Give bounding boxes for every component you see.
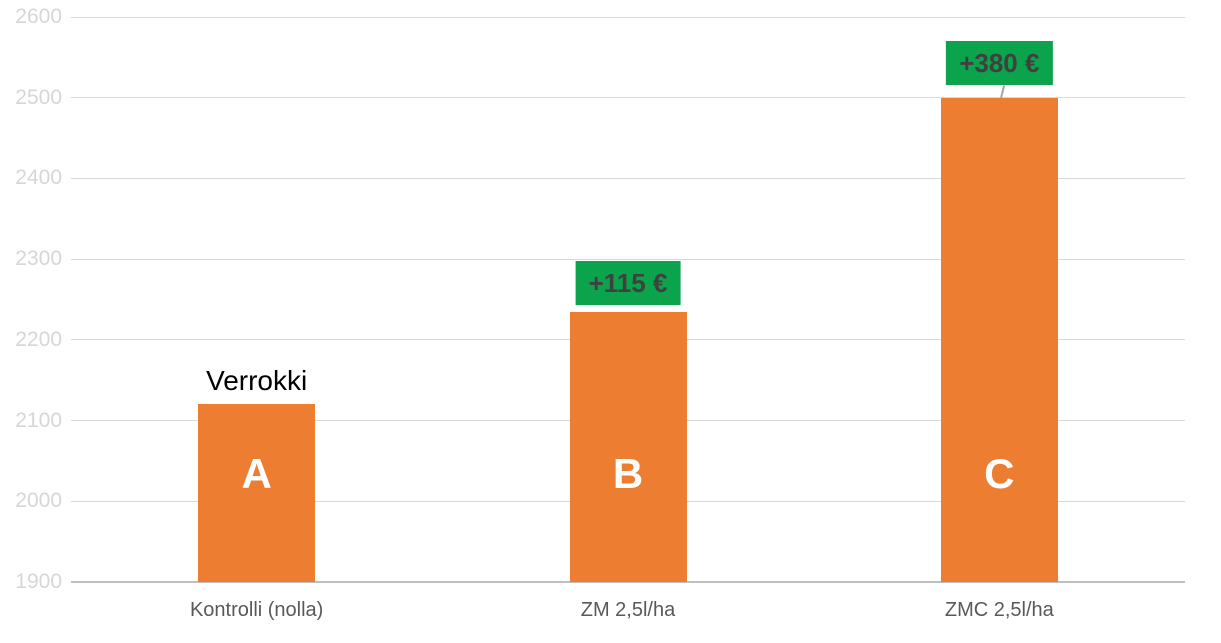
annotation-text: Verrokki <box>206 365 308 397</box>
gridline <box>71 177 1185 179</box>
ytick-label: 2400 <box>15 166 62 190</box>
gridline <box>71 258 1185 260</box>
gridline <box>71 16 1185 18</box>
xtick-label: Kontrolli (nolla) <box>189 599 324 621</box>
ytick-label: 1900 <box>15 570 62 593</box>
ytick-label: 2100 <box>15 408 62 432</box>
ytick-label: 2600 <box>15 5 62 28</box>
ytick-label: 2000 <box>15 489 62 513</box>
ytick-label: 2500 <box>15 85 62 109</box>
bar <box>198 404 316 582</box>
annotation-green-box: +380 € <box>946 40 1053 85</box>
annotation-green-box: +115 € <box>575 260 681 305</box>
xtick-label: ZMC 2,5l/ha <box>944 599 1054 621</box>
ytick-label: 2300 <box>15 247 62 271</box>
xtick-label: ZM 2,5l/ha <box>580 599 676 621</box>
x-axis-baseline <box>71 581 1185 583</box>
ytick-label: 2200 <box>15 327 62 351</box>
bar <box>940 97 1058 582</box>
bar <box>569 311 687 582</box>
bar-letter: C <box>984 450 1015 497</box>
bar-letter: A <box>241 450 272 497</box>
bar-letter: B <box>612 450 644 497</box>
gridline <box>71 97 1185 99</box>
